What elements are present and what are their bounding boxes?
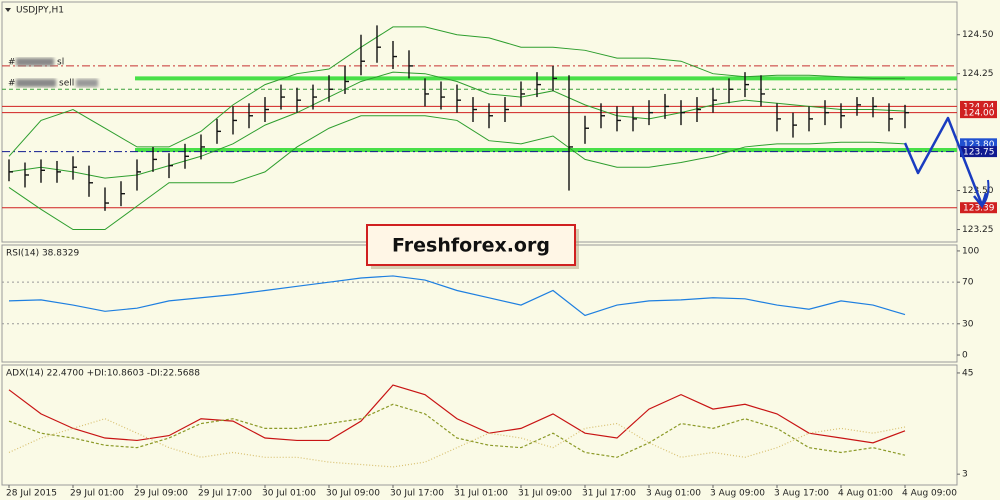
- y-tick-label: 0: [962, 351, 968, 361]
- title-block: USDJPY,H1 # sl # sell: [5, 6, 98, 89]
- order-label: sell: [59, 79, 74, 89]
- order-label: sl: [57, 58, 64, 68]
- level-tag-label: 123.39: [963, 204, 995, 214]
- arrow-head: [973, 192, 988, 209]
- blurred-text: [16, 58, 54, 66]
- y-tick-label: 100: [962, 246, 979, 256]
- arrow-path: [903, 116, 984, 206]
- watermark-frame: [366, 224, 576, 266]
- level-tag: [960, 202, 997, 214]
- x-tick-label: 3 Aug 09:00: [710, 489, 765, 499]
- blurred-text: [16, 79, 56, 87]
- level-tag-label: 123.80: [963, 140, 995, 150]
- x-tick-label: 31 Jul 09:00: [518, 489, 572, 499]
- arrow-stroke: [982, 179, 990, 206]
- chart-title: USDJPY,H1: [16, 6, 64, 16]
- y-tick-label: 70: [962, 278, 974, 288]
- blurred-text: [76, 79, 98, 87]
- watermark-text: Freshforex.org: [392, 235, 550, 257]
- x-tick-label: 3 Aug 17:00: [774, 489, 829, 499]
- y-tick-label: 45: [962, 368, 973, 378]
- y-tick-label: 124.25: [962, 69, 994, 79]
- price-panel: [1, 1, 958, 243]
- y-tick-label: 124.50: [962, 30, 994, 40]
- y-tick-label: 123.25: [962, 225, 994, 235]
- level-tag: [960, 146, 997, 158]
- forecast-arrow: [903, 116, 990, 209]
- watermark-box: Freshforex.org: [366, 224, 579, 269]
- x-tick-label: 29 Jul 17:00: [198, 489, 252, 499]
- level-tag: [960, 100, 997, 112]
- order-label: #: [8, 79, 16, 89]
- indicator-title: RSI(14) 38.8329: [6, 249, 79, 259]
- order-label: #: [8, 58, 16, 68]
- indicator-title: ADX(14) 22.4700 +DI:10.8603 -DI:22.5688: [6, 369, 200, 379]
- x-tick-label: 4 Aug 01:00: [838, 489, 893, 499]
- x-tick-label: 28 Jul 2015: [6, 489, 57, 499]
- menu-triangle: [5, 8, 11, 12]
- x-tick-label: 31 Jul 17:00: [582, 489, 636, 499]
- x-tick-label: 3 Aug 01:00: [646, 489, 701, 499]
- x-tick-label: 30 Jul 17:00: [390, 489, 444, 499]
- x-tick-label: 29 Jul 01:00: [70, 489, 124, 499]
- bollinger-lower: [8, 115, 906, 231]
- indicator-line: [8, 275, 906, 317]
- y-tick-label: 30: [962, 319, 974, 329]
- x-tick-label: 30 Jul 09:00: [326, 489, 380, 499]
- level-tag: [960, 138, 997, 150]
- level-tag-label: 124.00: [963, 109, 995, 119]
- bollinger-middle: [8, 71, 906, 179]
- indicator-line: [8, 403, 906, 458]
- y-tick-label: 3: [962, 470, 968, 480]
- x-tick-label: 4 Aug 09:00: [902, 489, 957, 499]
- indicator-line: [8, 384, 906, 444]
- adx-panel: [1, 364, 958, 486]
- x-tick-label: 29 Jul 09:00: [134, 489, 188, 499]
- bollinger-upper: [8, 26, 905, 157]
- level-tag-label: 123.75: [963, 148, 995, 158]
- level-tag: [960, 107, 997, 119]
- x-tick-label: 31 Jul 01:00: [454, 489, 508, 499]
- plot-layer: 124.50124.25123.50123.25124.04124.00123.…: [2, 25, 997, 499]
- x-tick-label: 30 Jul 01:00: [262, 489, 316, 499]
